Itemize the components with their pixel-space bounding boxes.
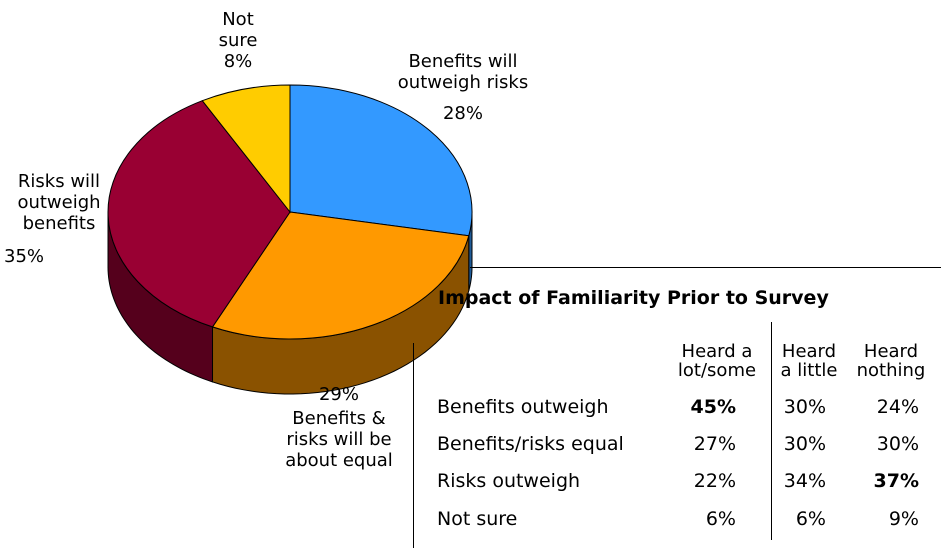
table-cell: 6% [795, 508, 826, 530]
pie-slice-not-sure [201, 84, 291, 214]
slice-label-benefits-outweigh: Benefits will outweigh risks 28% [383, 51, 543, 124]
table-cell: 34% [783, 470, 826, 492]
column-header-heard-little: Heard a little [780, 341, 838, 381]
pie-tops [107, 84, 473, 340]
pie-slice-risks-outweigh [107, 100, 291, 328]
pie-slice-about-equal [211, 211, 470, 340]
column-header-heard-nothing: Heard nothing [856, 341, 926, 381]
slice-label-risks-outweigh: Risks will outweigh benefits 35% [4, 171, 114, 267]
row-label-not-sure: Not sure [437, 508, 518, 530]
table-title: Impact of Familiarity Prior to Survey [438, 287, 829, 309]
table-cell: 30% [876, 433, 919, 455]
slice-value-benefits-outweigh: 28% [442, 103, 483, 124]
slice-label-not-sure: Not sure 8% [210, 9, 266, 72]
table-cell: 37% [873, 470, 919, 492]
table-cell: 27% [693, 433, 736, 455]
slice-value-risks-outweigh: 35% [4, 246, 45, 267]
table-cell: 45% [690, 396, 736, 418]
row-label-risks-outweigh: Risks outweigh [437, 470, 581, 492]
table-cell: 30% [783, 433, 826, 455]
table-left-rule [413, 343, 414, 548]
table-cell: 6% [705, 508, 736, 530]
row-label-benefits-outweigh: Benefits outweigh [437, 396, 609, 418]
slice-value-not-sure: 8% [223, 51, 253, 72]
table-cell: 9% [888, 508, 919, 530]
table-cell: 30% [783, 396, 826, 418]
table-column-divider-1 [771, 322, 772, 540]
table-cell: 24% [876, 396, 919, 418]
table-cell: 22% [693, 470, 736, 492]
slice-value-about-equal: 29% [318, 384, 359, 405]
row-label-benefits-risks-equal: Benefits/risks equal [437, 433, 624, 455]
table-top-rule [470, 267, 941, 268]
column-header-heard-lot: Heard a lot/some [677, 341, 757, 381]
pie-slice-benefits-outweigh [289, 84, 473, 237]
slice-label-about-equal: 29% Benefits & risks will be about equal [264, 384, 414, 471]
